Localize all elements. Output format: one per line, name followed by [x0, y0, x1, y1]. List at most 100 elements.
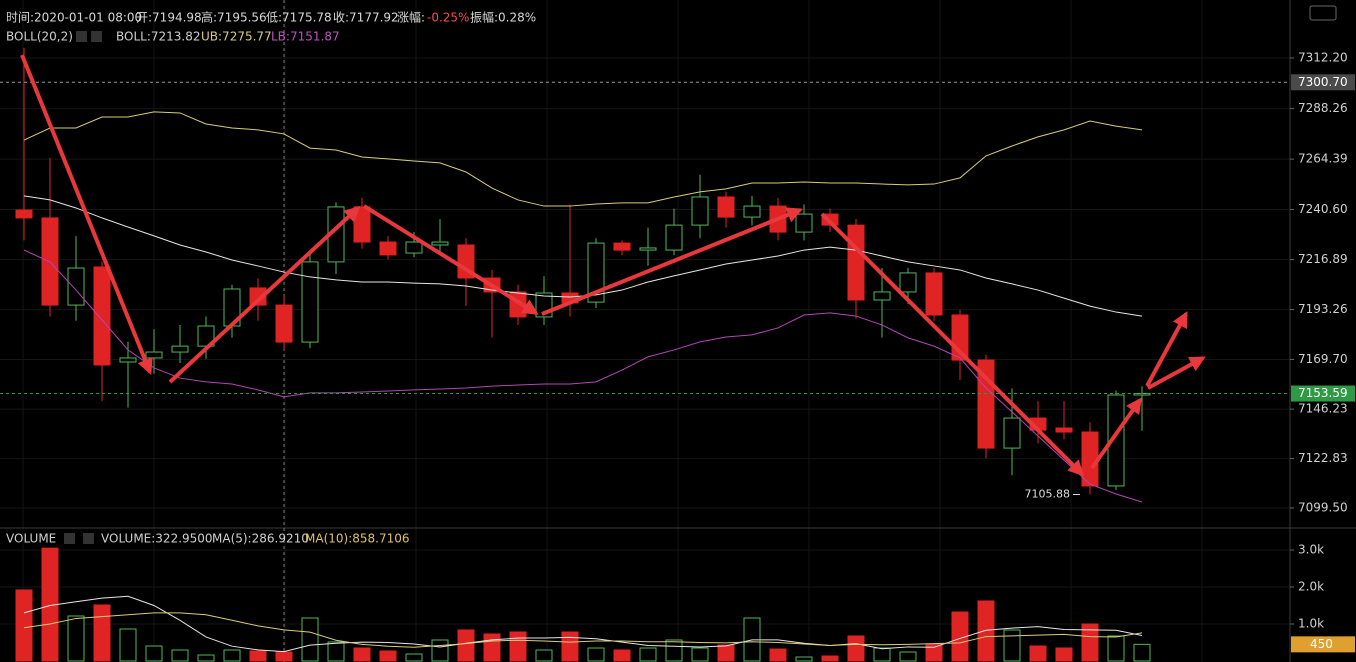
- settings-icon[interactable]: [76, 31, 87, 42]
- candle-body: [639, 247, 657, 251]
- y-tick-label: 7122.83: [1298, 451, 1348, 465]
- y-tick-label: 3.0k: [1298, 542, 1324, 556]
- candle-body: [93, 266, 111, 366]
- candle-body: [119, 357, 137, 363]
- volume-bar: [197, 654, 215, 662]
- candle-body: [431, 241, 449, 246]
- y-tick-label: 7288.26: [1298, 101, 1348, 115]
- volume-bar: [275, 651, 293, 662]
- volume-bar: [795, 656, 813, 662]
- arrow: [820, 212, 1085, 477]
- candle-body: [379, 241, 397, 256]
- legend-item: LB:7151.87: [271, 30, 340, 44]
- volume-bar: [405, 653, 423, 662]
- price-label: 7300.70: [1298, 75, 1348, 89]
- arrow: [362, 204, 539, 315]
- annotation-arrows: [20, 54, 1206, 477]
- volume-bar: [1107, 635, 1125, 662]
- ma-line: [23, 612, 1143, 648]
- candle-body: [15, 209, 33, 219]
- candle-body: [1081, 431, 1099, 487]
- candle-body: [405, 241, 423, 254]
- volume-bar: [15, 589, 33, 662]
- candle-body: [1055, 427, 1073, 433]
- volume-bar: [821, 655, 839, 662]
- header-item: 振幅:0.28%: [470, 10, 536, 25]
- candle-body: [1003, 417, 1021, 449]
- candle-body: [275, 304, 293, 343]
- legend-item: VOLUME: [6, 532, 56, 546]
- volume-bar: [509, 631, 527, 662]
- header-item: 时间:2020-01-01 08:00: [6, 11, 142, 25]
- volume-bar: [379, 650, 397, 662]
- volume-bar: [327, 641, 345, 662]
- price-label: 7153.59: [1298, 386, 1348, 400]
- volume-bar: [665, 639, 683, 662]
- current-volume-label: 450: [1310, 637, 1333, 651]
- low-label: 7105.88: [1025, 487, 1071, 500]
- price-label-box: [1291, 385, 1355, 402]
- candle-body: [795, 213, 813, 233]
- volume-bar: [145, 645, 163, 662]
- candle-body: [847, 224, 865, 301]
- volume-bar: [1055, 647, 1073, 662]
- y-tick-label: 2.0k: [1298, 579, 1324, 593]
- volume-bar: [535, 649, 553, 662]
- boll-line: [23, 111, 1143, 207]
- candle-body: [691, 196, 709, 226]
- volume-legend: VOLUME VOLUME:322.9500 MA(5):286.9210 MA…: [6, 532, 410, 546]
- volume-bar: [899, 651, 917, 662]
- candle-body: [717, 196, 735, 218]
- volume-bar: [119, 628, 137, 662]
- legend-item: BOLL:7213.82: [116, 30, 201, 44]
- volume-bar: [93, 604, 111, 662]
- close-icon[interactable]: [91, 31, 102, 42]
- volume-bar: [717, 644, 735, 662]
- volume-bar: [639, 647, 657, 662]
- candle-body: [899, 272, 917, 293]
- volume-bar: [431, 639, 449, 662]
- settings-icon[interactable]: [64, 533, 75, 544]
- y-tick-label: 7099.50: [1298, 500, 1348, 514]
- legend-item: UB:7275.77: [201, 30, 272, 44]
- candle-body: [665, 224, 683, 251]
- volume-bar: [1133, 643, 1151, 662]
- y-tick-label: 7240.60: [1298, 202, 1348, 216]
- candle-body: [873, 291, 891, 301]
- volume-bar: [301, 617, 319, 662]
- legend-item: MA(10):858.7106: [305, 532, 410, 546]
- volume-bar: [977, 600, 995, 662]
- volume-bar: [483, 633, 501, 662]
- price-label-box: [1291, 74, 1355, 91]
- header-item: 收:7177.92: [333, 11, 399, 25]
- header: 时间:2020-01-01 08:00 开:7194.98 高:7195.56 …: [6, 10, 536, 25]
- candle-body: [587, 242, 605, 303]
- header-item: 低:7175.78: [266, 11, 332, 25]
- volume-bar: [1081, 623, 1099, 662]
- volume-bar: [769, 648, 787, 662]
- y-tick-label: 7193.26: [1298, 302, 1348, 316]
- y-tick-label: 7264.39: [1298, 152, 1348, 166]
- toolbar-icon[interactable]: [1309, 5, 1337, 21]
- legend-item: VOLUME:322.9500: [101, 532, 213, 546]
- y-tick-label: 7216.89: [1298, 252, 1348, 266]
- volume-bar: [1003, 629, 1021, 662]
- candle-body: [925, 272, 943, 316]
- arrow: [168, 205, 361, 384]
- volume-bar: [587, 647, 605, 662]
- candle-body: [67, 267, 85, 306]
- volume-bar: [1029, 645, 1047, 662]
- arrow: [1090, 397, 1142, 470]
- header-item: 高:7195.56: [201, 10, 267, 25]
- header-item: -0.25%: [427, 11, 469, 25]
- candle-body: [145, 351, 163, 359]
- grid: [0, 0, 1290, 662]
- arrow: [541, 207, 803, 316]
- volume-bar: [847, 635, 865, 662]
- volume-bar: [925, 643, 943, 662]
- header-item: 开:7194.98: [136, 11, 202, 25]
- arrow: [20, 54, 153, 375]
- volume-bar: [353, 647, 371, 662]
- close-icon[interactable]: [83, 533, 94, 544]
